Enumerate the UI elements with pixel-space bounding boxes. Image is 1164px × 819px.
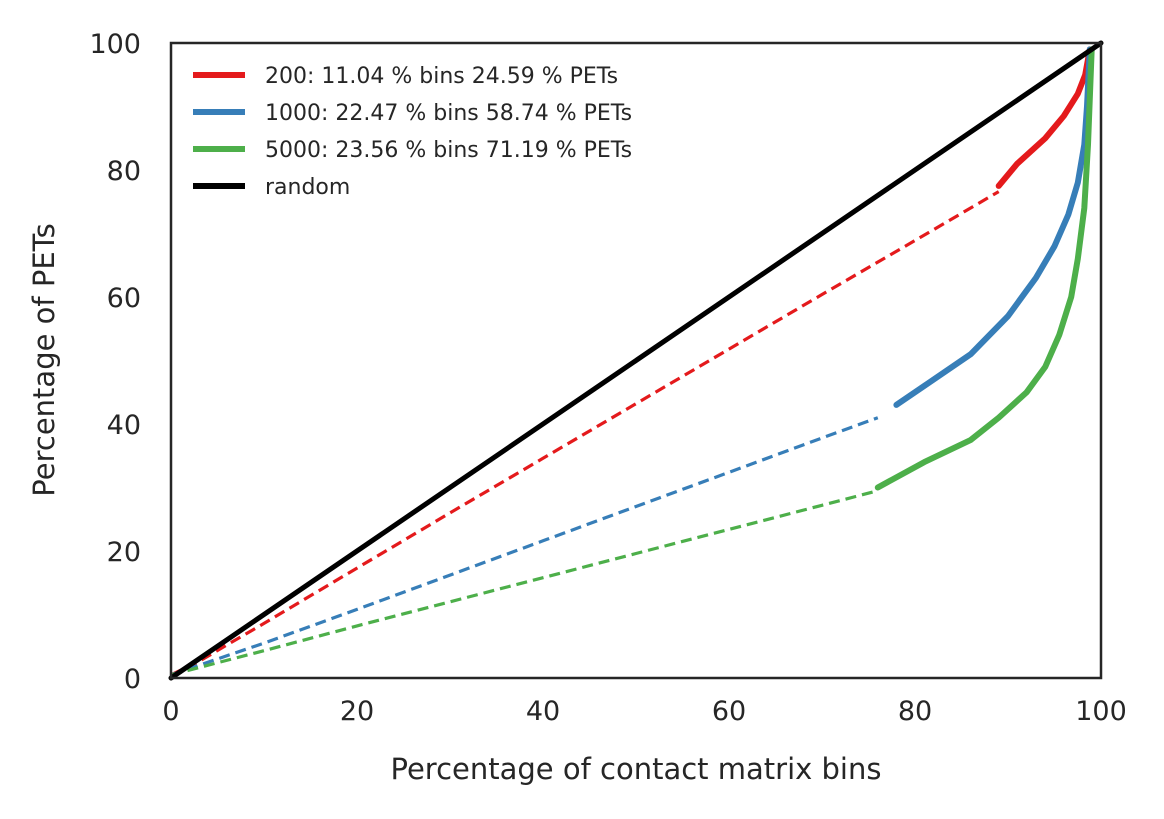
y-tick-label: 40 bbox=[107, 410, 141, 441]
x-tick-labels: 0 20 40 60 80 100 bbox=[162, 696, 1126, 727]
x-tick-label: 0 bbox=[162, 696, 179, 727]
series-2-solid-line bbox=[874, 46, 1095, 491]
legend-label-2: 5000: 23.56 % bins 71.19 % PETs bbox=[265, 138, 632, 163]
y-tick-label: 100 bbox=[89, 29, 141, 60]
x-tick-label: 100 bbox=[1075, 696, 1127, 727]
y-tick-label: 20 bbox=[107, 537, 141, 568]
series-2-dashed-line bbox=[170, 489, 879, 677]
plot-frame bbox=[169, 41, 1103, 680]
series-1-dashed-line bbox=[170, 416, 879, 677]
x-tick-label: 60 bbox=[712, 696, 746, 727]
legend-label-3: random bbox=[265, 175, 350, 200]
lines-layer bbox=[168, 40, 1104, 681]
y-tick-label: 80 bbox=[107, 156, 141, 187]
x-tick-label: 20 bbox=[340, 696, 374, 727]
series-0-dashed-line bbox=[170, 190, 1000, 677]
legend-label-1: 1000: 22.47 % bins 58.74 % PETs bbox=[265, 101, 632, 126]
y-tick-label: 0 bbox=[124, 664, 141, 695]
x-tick-label: 80 bbox=[898, 696, 932, 727]
x-tick-label: 40 bbox=[526, 696, 560, 727]
series-1-solid-line bbox=[893, 46, 1093, 408]
legend-label-0: 200: 11.04 % bins 24.59 % PETs bbox=[265, 64, 618, 89]
y-tick-labels: 0 20 40 60 80 100 bbox=[89, 29, 141, 695]
series-3-solid-line bbox=[168, 40, 1104, 681]
legend: 200: 11.04 % bins 24.59 % PETs 1000: 22.4… bbox=[193, 64, 632, 200]
x-axis-label: Percentage of contact matrix bins bbox=[391, 752, 882, 786]
y-axis-label: Percentage of PETs bbox=[27, 223, 61, 496]
y-tick-label: 60 bbox=[107, 283, 141, 314]
series-0-solid-line bbox=[995, 46, 1093, 189]
